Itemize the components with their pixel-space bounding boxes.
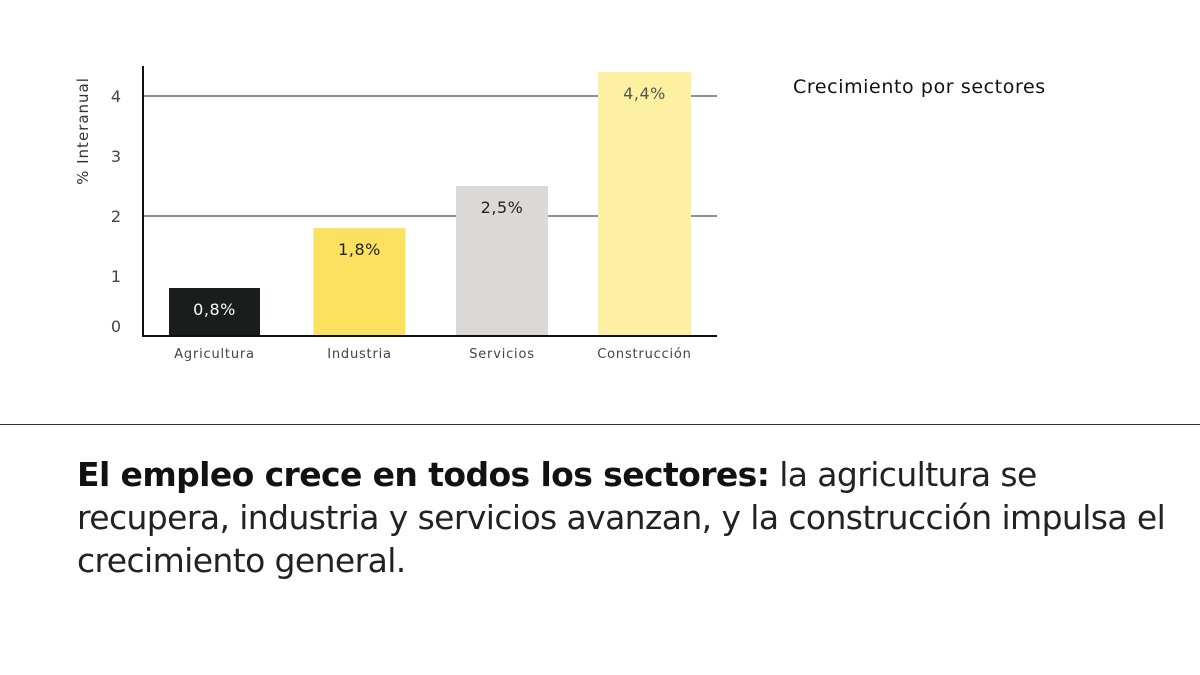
caption-lead: El empleo crece en todos los sectores: — [77, 455, 770, 494]
axes: Agricultura Industria Servicios Construcció… — [111, 66, 717, 362]
bar-construcción — [598, 72, 691, 336]
data-label-construcción: 4,4% — [623, 84, 666, 103]
chart-title: Crecimiento por sectores — [793, 76, 1046, 98]
bar-industria — [313, 228, 406, 336]
caption: El empleo crece en todos los sectores: l… — [77, 453, 1167, 582]
x-tick-label-servicios: Servicios — [469, 347, 535, 362]
data-label-agricultura: 0,8% — [193, 300, 236, 319]
y-axis-title: % Interanual — [74, 77, 92, 185]
y-tick-label-2: 2 — [111, 207, 121, 226]
y-tick-label-0: 0 — [111, 317, 121, 336]
bar-servicios — [456, 186, 548, 336]
data-label-industria: 1,8% — [338, 240, 381, 259]
x-tick-label-industria: Industria — [327, 347, 392, 362]
divider — [0, 424, 1200, 425]
bar-chart: 0,8% 1,8% 2,5% 4,4% Agricultura Industria Ser… — [74, 66, 717, 362]
data-label-servicios: 2,5% — [481, 198, 524, 217]
bar-agricultura — [169, 288, 260, 336]
y-tick-label-3: 3 — [111, 147, 121, 166]
x-tick-label-construcción: Construcción — [597, 347, 691, 362]
caption-body: la agricultura se recupera, industria y … — [77, 455, 1166, 580]
y-tick-label-4: 4 — [111, 87, 121, 106]
y-tick-label-1: 1 — [111, 267, 121, 286]
x-tick-label-agricultura: Agricultura — [174, 347, 255, 362]
bars: 0,8% 1,8% 2,5% 4,4% — [169, 72, 691, 336]
